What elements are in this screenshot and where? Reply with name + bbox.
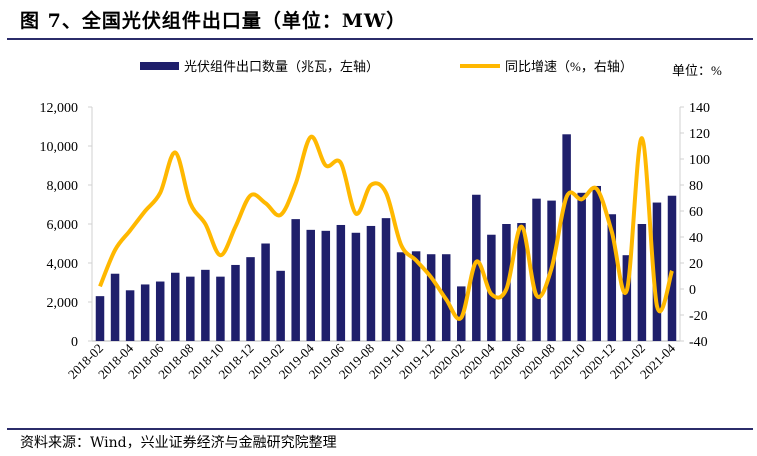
legend-line-label: 同比增速（%，右轴） [505,59,633,74]
bar-2018-05 [140,284,150,341]
bar-2021-03 [652,202,662,341]
bar-2018-03 [110,273,120,341]
bar-2019-11 [411,251,421,341]
bar-2018-08 [186,276,195,341]
left-tick-label: 0 [71,335,78,350]
bar-2019-10 [396,252,406,341]
right-tick-label: 100 [689,153,710,168]
bar-2018-06 [155,281,165,341]
bar-2020-04 [487,234,496,341]
bar-2019-12 [426,254,436,341]
right-tick-label: 60 [689,205,703,220]
right-axis-unit-label: 单位：% [672,63,722,78]
bar-2019-06 [336,224,346,341]
bar-2021-01 [622,255,632,341]
bar-2018-04 [125,290,135,341]
right-tick-label: 80 [689,179,703,194]
bar-2019-09 [381,218,391,341]
bar-2020-03 [472,194,481,341]
legend-bar-swatch [140,62,179,70]
bar-2018-09 [201,269,210,341]
bar-2019-04 [306,229,315,341]
bar-2019-03 [291,219,300,341]
bar-2020-09 [562,134,571,341]
bar-2019-01 [261,243,270,341]
bar-2019-05 [321,230,331,341]
bar-2020-12 [607,214,617,341]
right-tick-label: -20 [689,309,708,324]
bar-2021-04 [667,195,677,341]
bar-2018-10 [216,276,225,341]
bar-2018-02 [95,296,105,341]
bar-2020-07 [532,198,541,341]
right-tick-label: 140 [689,101,710,116]
chart-svg: 0 2,000 4,000 6,000 8,000 10,000 12,000 -40 -20 0… [40,59,723,382]
left-tick-label: 8,000 [47,179,79,194]
right-tick-label: 120 [689,127,710,142]
left-tick-label: 6,000 [47,218,79,233]
bar-2019-07 [351,232,361,341]
yoy-growth-line [98,134,674,321]
bar-2020-06 [517,223,526,341]
bar-2020-10 [577,192,586,341]
source-note: 资料来源：Wind，兴业证券经济与金融研究院整理 [20,435,337,451]
left-tick-label: 4,000 [47,257,79,272]
right-tick-label: -40 [689,335,708,350]
title-rule [7,38,753,40]
bar-2018-07 [171,272,180,341]
right-tick-label: 0 [689,283,696,298]
left-tick-label: 2,000 [47,296,79,311]
legend-bar-label: 光伏组件出口数量（兆瓦，左轴） [184,59,379,74]
chart-title: 图 7、全国光伏组件出口量（单位：MW） [20,10,407,32]
bar-2021-02 [637,224,647,341]
bar-2019-02 [276,270,285,341]
left-tick-label: 10,000 [40,140,79,155]
bar-2018-12 [246,257,255,341]
bar-2020-11 [592,185,601,341]
bar-2018-11 [231,264,240,341]
bar-2019-08 [366,225,376,341]
right-tick-label: 20 [689,257,703,272]
left-tick-label: 12,000 [40,101,79,116]
footer-rule [7,428,753,430]
right-tick-label: 40 [689,231,703,246]
